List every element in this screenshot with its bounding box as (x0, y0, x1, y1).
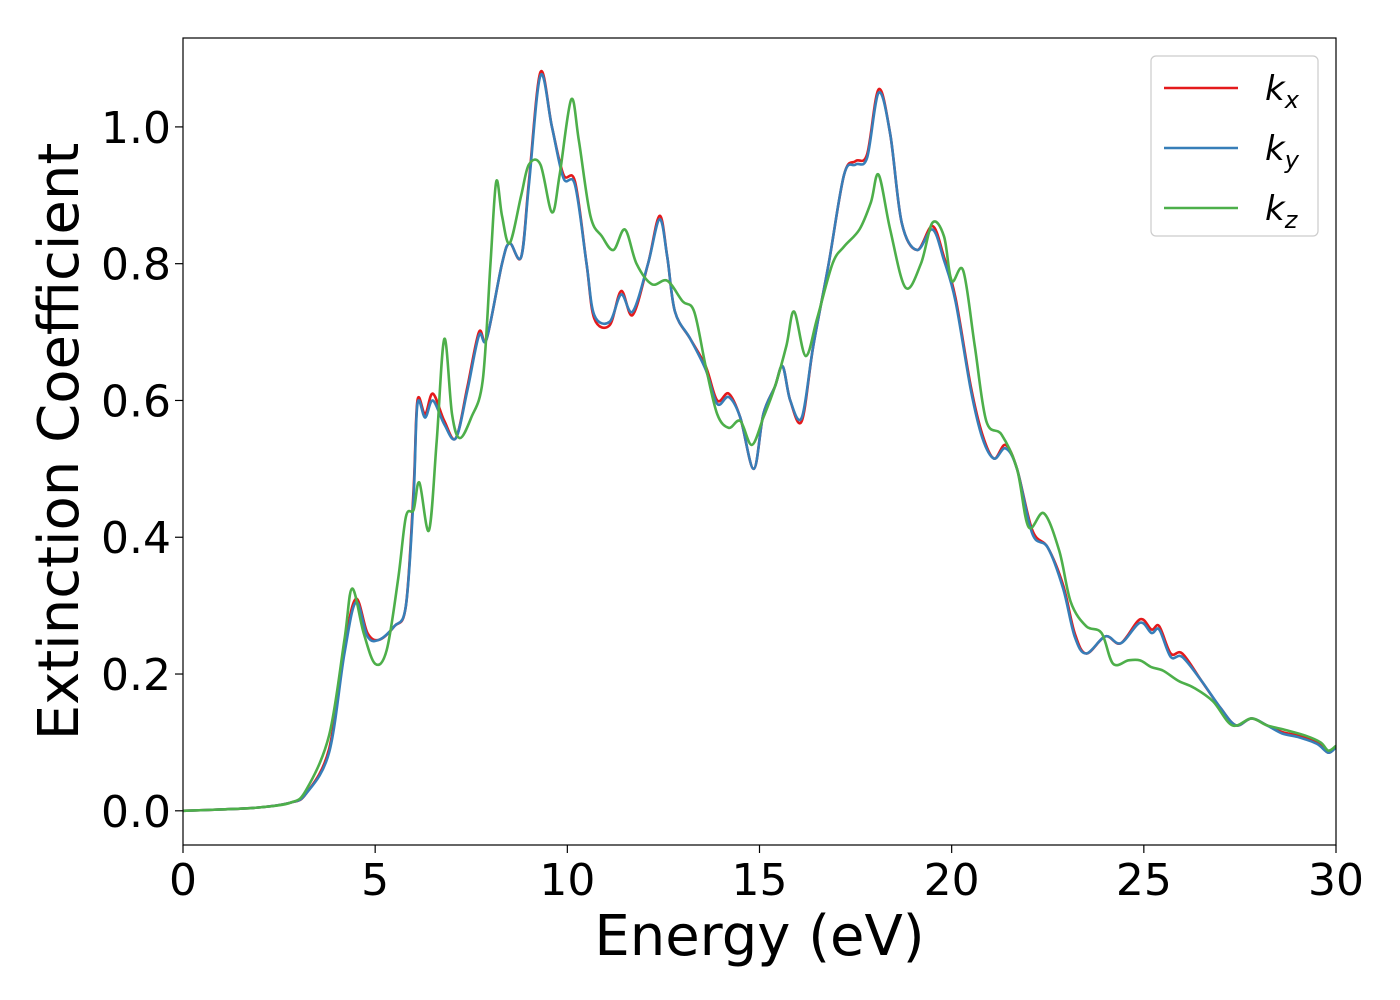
y-tick-label: 0.6 (101, 376, 171, 427)
x-axis-label: Energy (eV) (594, 904, 924, 969)
y-tick-label: 0.4 (101, 513, 171, 564)
legend-label-kx: kx (1265, 69, 1300, 114)
legend-label-ky: ky (1265, 129, 1300, 174)
legend-label-kz: kz (1265, 189, 1299, 234)
legend: kx ky kz (1150, 55, 1319, 237)
x-tick-label: 5 (361, 855, 389, 906)
series-layer (183, 69, 1336, 813)
x-tick-label: 25 (1116, 855, 1172, 906)
ticks-layer: 0 5 10 15 20 25 30 0.0 0.2 0.4 0.6 0.8 1.0 (101, 103, 1364, 906)
x-tick-label: 30 (1308, 855, 1364, 906)
y-tick-label: 1.0 (101, 103, 171, 154)
x-tick-label: 15 (732, 855, 788, 906)
y-axis-label: Extinction Coefficient (27, 143, 92, 741)
x-tick-label: 10 (539, 855, 595, 906)
series-line-kz (183, 97, 1336, 813)
legend-box (1150, 55, 1319, 237)
y-tick-label: 0.2 (101, 650, 171, 701)
y-tick-label: 0.0 (101, 787, 171, 838)
x-tick-label: 20 (924, 855, 980, 906)
y-tick-label: 0.8 (101, 240, 171, 291)
x-tick-label: 0 (169, 855, 197, 906)
series-line-ky (183, 72, 1336, 813)
